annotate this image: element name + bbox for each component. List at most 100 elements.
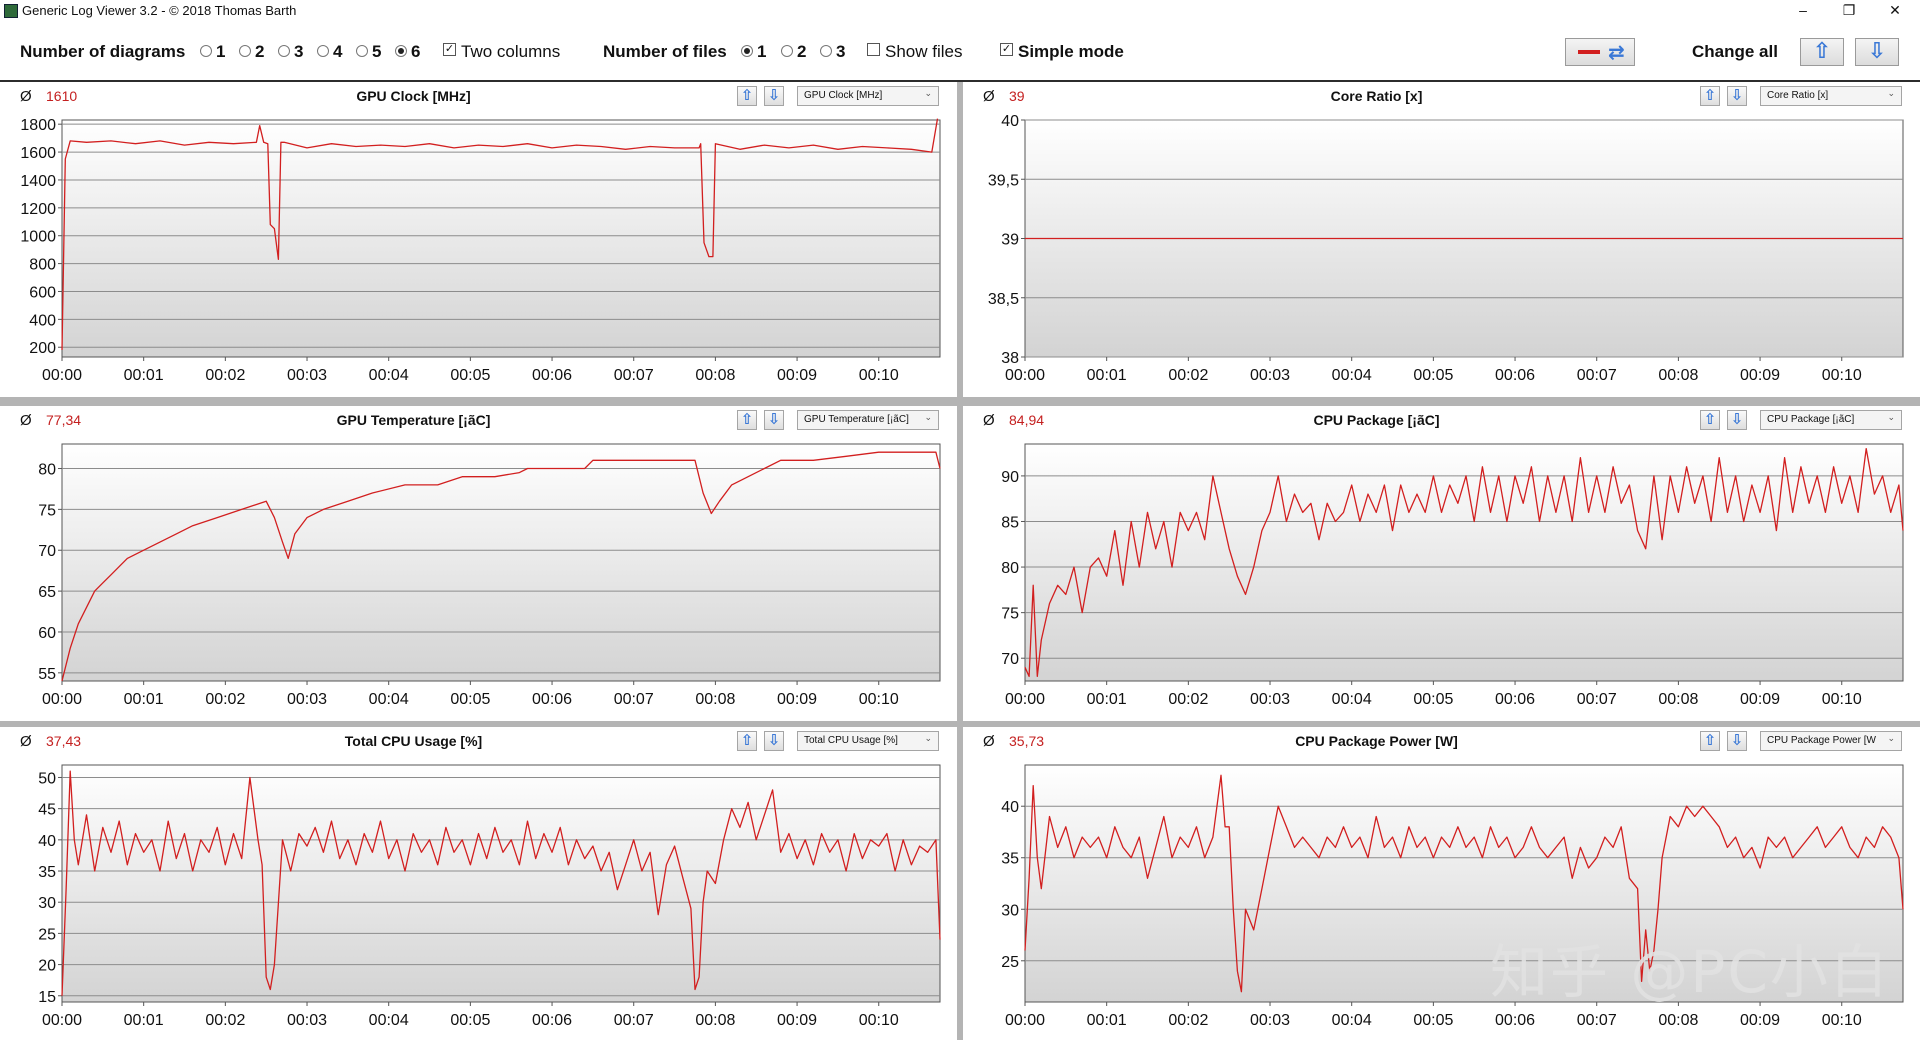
move-down-button[interactable]: ⇩ bbox=[1727, 410, 1747, 430]
move-up-button[interactable]: ⇧ bbox=[737, 731, 757, 751]
move-down-button[interactable]: ⇩ bbox=[764, 86, 784, 106]
y-tick-label: 60 bbox=[38, 625, 56, 642]
sensor-select[interactable]: Total CPU Usage [%] ⌄ bbox=[797, 731, 939, 751]
move-up-button[interactable]: ⇧ bbox=[1700, 731, 1720, 751]
diagram-option-2[interactable]: 2 bbox=[239, 42, 264, 62]
two-columns-checkbox[interactable]: ✓ Two columns bbox=[443, 42, 561, 61]
radio-icon bbox=[781, 44, 793, 57]
move-all-up-button[interactable]: ⇧ bbox=[1800, 38, 1844, 66]
y-tick-label: 70 bbox=[1001, 651, 1019, 668]
panel-gpu-temperature: Ø 77,34 GPU Temperature [¡ãC] ⇧ ⇩ GPU Tempera… bbox=[0, 406, 957, 721]
file-option-3[interactable]: 3 bbox=[820, 42, 845, 62]
line-chart: 55 60 65 70 75 80 00:00 00:01 00:02 00:03 00:04 00:… bbox=[38, 443, 941, 708]
average-value: 39 bbox=[1009, 88, 1025, 104]
y-tick-label: 25 bbox=[1001, 954, 1019, 971]
restore-button[interactable]: ❐ bbox=[1842, 2, 1856, 18]
average-symbol: Ø bbox=[983, 88, 995, 105]
arrow-up-icon: ⇧ bbox=[1703, 411, 1717, 428]
move-down-button[interactable]: ⇩ bbox=[1727, 731, 1747, 751]
x-tick-label: 00:04 bbox=[1332, 1012, 1372, 1029]
diagram-option-5[interactable]: 5 bbox=[356, 42, 381, 62]
move-down-button[interactable]: ⇩ bbox=[764, 410, 784, 430]
x-tick-label: 00:05 bbox=[450, 691, 490, 708]
file-option-1[interactable]: 1 bbox=[741, 42, 766, 62]
diagram-option-6[interactable]: 6 bbox=[395, 42, 420, 62]
x-tick-label: 00:03 bbox=[1250, 367, 1290, 384]
x-tick-label: 00:06 bbox=[1495, 1012, 1535, 1029]
diagram-option-1[interactable]: 1 bbox=[200, 42, 225, 62]
arrow-up-icon: ⇧ bbox=[740, 411, 754, 428]
move-down-button[interactable]: ⇩ bbox=[764, 731, 784, 751]
file-option-2[interactable]: 2 bbox=[781, 42, 806, 62]
x-tick-label: 00:02 bbox=[1168, 1012, 1208, 1029]
series-line bbox=[61, 118, 939, 351]
y-tick-label: 80 bbox=[38, 462, 56, 479]
y-tick-label: 55 bbox=[38, 666, 56, 683]
average-value: 37,43 bbox=[46, 733, 82, 749]
watermark: 知乎 @PC小白 bbox=[1490, 938, 1890, 1006]
average-symbol: Ø bbox=[983, 412, 995, 429]
x-tick-label: 00:03 bbox=[287, 691, 327, 708]
chevron-down-icon: ⌄ bbox=[924, 733, 932, 743]
radio-icon bbox=[200, 44, 212, 57]
average-value: 77,34 bbox=[46, 412, 82, 428]
radio-icon bbox=[239, 44, 251, 57]
x-tick-label: 00:08 bbox=[1658, 691, 1698, 708]
panel-core-ratio: Ø 39 Core Ratio [x] ⇧ ⇩ Core Ratio [x] ⌄ 38 38,5… bbox=[963, 82, 1920, 397]
y-tick-label: 25 bbox=[38, 926, 56, 943]
x-tick-label: 00:10 bbox=[1822, 691, 1862, 708]
radio-icon bbox=[317, 44, 329, 57]
arrow-down-icon: ⇩ bbox=[767, 732, 781, 749]
move-up-button[interactable]: ⇧ bbox=[1700, 86, 1720, 106]
simple-mode-checkbox[interactable]: ✓ Simple mode bbox=[1000, 42, 1124, 61]
x-tick-label: 00:04 bbox=[369, 691, 409, 708]
change-all-label: Change all bbox=[1692, 42, 1778, 61]
x-tick-label: 00:02 bbox=[205, 1012, 245, 1029]
close-button[interactable]: ✕ bbox=[1889, 2, 1901, 18]
x-tick-label: 00:05 bbox=[450, 1012, 490, 1029]
line-chart: 200 400 600 800 1000 1200 1400 1600 1800 00:00 00:… bbox=[20, 117, 941, 384]
x-tick-label: 00:10 bbox=[1822, 367, 1862, 384]
sensor-select[interactable]: GPU Temperature [¡ãC] ⌄ bbox=[797, 410, 939, 430]
x-tick-label: 00:07 bbox=[1577, 367, 1617, 384]
diagram-option-3[interactable]: 3 bbox=[278, 42, 303, 62]
y-tick-label: 600 bbox=[29, 284, 56, 301]
diagrams-label: Number of diagrams bbox=[20, 42, 186, 61]
minimize-button[interactable]: – bbox=[1799, 2, 1807, 18]
y-tick-label: 35 bbox=[38, 864, 56, 881]
move-all-down-button[interactable]: ⇩ bbox=[1855, 38, 1899, 66]
row-divider-1[interactable] bbox=[0, 397, 1920, 406]
panel-header: Ø 39 Core Ratio [x] ⇧ ⇩ Core Ratio [x] ⌄ bbox=[963, 82, 1920, 110]
y-tick-label: 75 bbox=[38, 502, 56, 519]
panel-title: Total CPU Usage [%] bbox=[344, 733, 483, 749]
radio-selected-icon bbox=[395, 44, 407, 57]
diagram-option-4[interactable]: 4 bbox=[317, 42, 342, 62]
x-tick-label: 00:02 bbox=[1168, 367, 1208, 384]
sensor-select[interactable]: GPU Clock [MHz] ⌄ bbox=[797, 86, 939, 106]
y-tick-label: 39 bbox=[1001, 232, 1019, 249]
x-tick-label: 00:09 bbox=[1740, 691, 1780, 708]
x-tick-label: 00:07 bbox=[614, 367, 654, 384]
move-up-button[interactable]: ⇧ bbox=[737, 410, 757, 430]
radio-icon bbox=[356, 44, 368, 57]
line-color-button[interactable]: ⇄ bbox=[1565, 38, 1635, 66]
chevron-down-icon: ⌄ bbox=[924, 88, 932, 98]
row-divider-2[interactable] bbox=[0, 718, 1920, 727]
column-divider[interactable] bbox=[957, 82, 963, 1040]
radio-icon bbox=[820, 44, 832, 57]
panel-title: Core Ratio [x] bbox=[1330, 88, 1423, 104]
x-tick-label: 00:08 bbox=[695, 691, 735, 708]
move-down-button[interactable]: ⇩ bbox=[1727, 86, 1747, 106]
sensor-select[interactable]: Core Ratio [x] ⌄ bbox=[1760, 86, 1902, 106]
sensor-select[interactable]: CPU Package Power [W ⌄ bbox=[1760, 731, 1902, 751]
panel-header: Ø 77,34 GPU Temperature [¡ãC] ⇧ ⇩ GPU Tempera… bbox=[0, 406, 957, 434]
y-tick-label: 20 bbox=[38, 958, 56, 975]
x-tick-label: 00:03 bbox=[1250, 1012, 1290, 1029]
x-tick-label: 00:08 bbox=[695, 1012, 735, 1029]
average-symbol: Ø bbox=[20, 733, 32, 750]
move-up-button[interactable]: ⇧ bbox=[1700, 410, 1720, 430]
sensor-select[interactable]: CPU Package [¡ãC] ⌄ bbox=[1760, 410, 1902, 430]
plot-area bbox=[1024, 443, 1904, 682]
move-up-button[interactable]: ⇧ bbox=[737, 86, 757, 106]
show-files-checkbox[interactable]: Show files bbox=[867, 42, 962, 62]
